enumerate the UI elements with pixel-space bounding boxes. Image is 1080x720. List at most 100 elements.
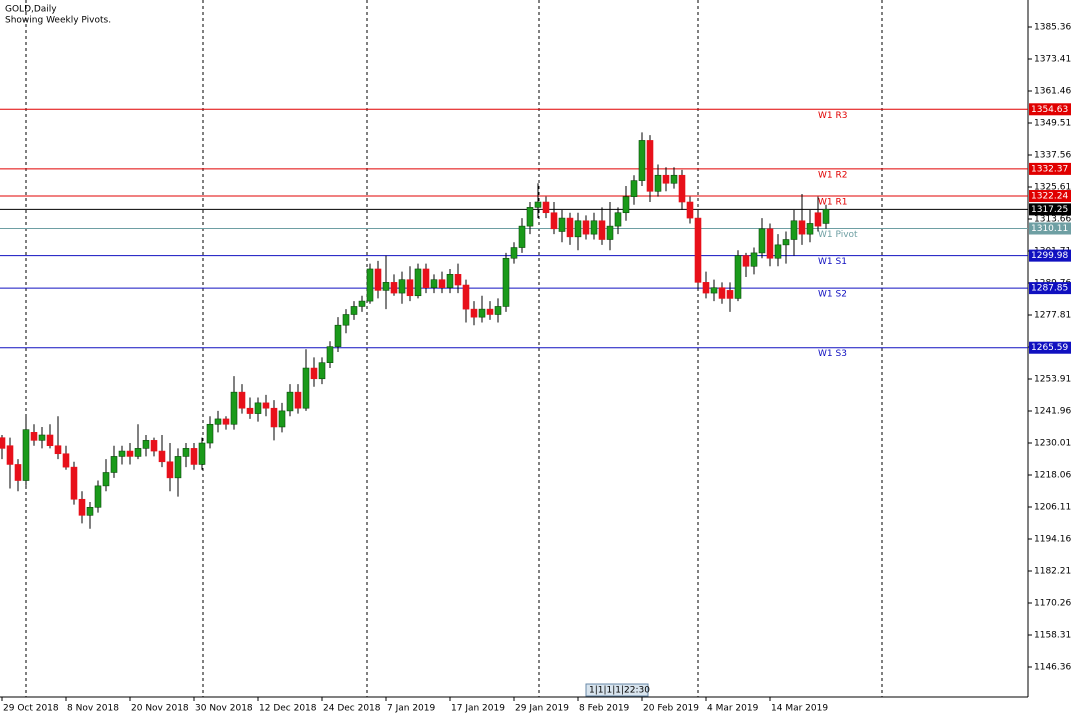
candle-body <box>30 432 38 441</box>
candle-body <box>110 456 118 473</box>
candle-body <box>654 174 662 192</box>
y-tick-label: 1241.96 <box>1034 407 1071 417</box>
candle-body <box>670 174 678 184</box>
price-label-box <box>1029 162 1071 175</box>
candle-body <box>206 423 214 444</box>
x-tick-label: 7 Jan 2019 <box>387 704 435 714</box>
y-tick-label: 1385.36 <box>1034 22 1071 32</box>
candle-body <box>94 485 102 508</box>
y-tick-label: 1218.06 <box>1034 471 1071 481</box>
candle-body <box>534 201 542 208</box>
candle-body <box>102 472 110 487</box>
candle-body <box>758 228 766 254</box>
candle-body <box>0 437 6 449</box>
candle-body <box>550 212 558 230</box>
candle-body <box>270 407 278 428</box>
candle-body <box>454 274 462 286</box>
candle-body <box>694 217 702 283</box>
pivot-label: W1 R1 <box>818 198 847 208</box>
x-tick-label: 17 Jan 2019 <box>451 704 505 714</box>
candle-body <box>222 418 230 425</box>
candle-body <box>182 448 190 457</box>
candle-body <box>318 362 326 380</box>
candle-body <box>238 391 246 409</box>
price-label: 1310.11 <box>1031 224 1068 234</box>
candle-body <box>502 257 510 307</box>
pivot-label: W1 S3 <box>818 349 847 359</box>
candle-body <box>622 196 630 214</box>
y-tick-label: 1337.56 <box>1034 150 1071 160</box>
price-label-box <box>1029 249 1071 262</box>
candle-body <box>142 440 150 449</box>
candle-body <box>446 274 454 289</box>
candle-body <box>14 464 22 481</box>
candle-body <box>510 247 518 259</box>
candle-body <box>398 279 406 294</box>
x-tick-label: 4 Mar 2019 <box>707 704 759 714</box>
candle-body <box>814 212 822 227</box>
candle-body <box>798 220 806 235</box>
pivot-label: W1 S2 <box>818 290 847 300</box>
y-tick-label: 1349.51 <box>1034 118 1071 128</box>
candle-body <box>6 445 14 465</box>
candle-body <box>38 434 46 441</box>
candle-body <box>518 225 526 248</box>
candle-body <box>54 445 62 455</box>
x-tick-label: 24 Dec 2018 <box>323 704 381 714</box>
candle-body <box>174 456 182 479</box>
candle-body <box>574 220 582 238</box>
candle-body <box>702 282 710 294</box>
candle-body <box>710 287 718 294</box>
price-label: 1265.59 <box>1031 343 1068 353</box>
candle-body <box>526 207 534 227</box>
y-tick-label: 1253.91 <box>1034 375 1071 385</box>
y-tick-label: 1170.26 <box>1034 599 1071 609</box>
candle-body <box>350 306 358 315</box>
candle-body <box>486 308 494 315</box>
candle-body <box>302 367 310 409</box>
candle-body <box>86 506 94 516</box>
candle-body <box>62 453 70 468</box>
y-tick-label: 1361.46 <box>1034 86 1071 96</box>
candle-body <box>542 201 550 214</box>
candle-body <box>262 402 270 409</box>
candle-body <box>430 279 438 289</box>
candle-body <box>734 255 742 299</box>
y-tick-label: 1230.01 <box>1034 439 1071 449</box>
candle-body <box>230 391 238 425</box>
candle-body <box>646 140 654 192</box>
candle-body <box>614 212 622 227</box>
x-tick-label: 30 Nov 2018 <box>195 704 253 714</box>
candle-body <box>190 448 198 465</box>
x-tick-label: 8 Nov 2018 <box>67 704 119 714</box>
price-label: 1332.37 <box>1031 164 1068 174</box>
candle-body <box>686 201 694 219</box>
candle-body <box>326 346 334 363</box>
candle-body <box>78 498 86 516</box>
price-label: 1322.24 <box>1031 192 1068 202</box>
price-label: 1354.63 <box>1031 105 1068 115</box>
candle-body <box>366 268 374 302</box>
pivot-label: W1 R2 <box>818 170 847 180</box>
candle-body <box>494 306 502 315</box>
pivot-label: W1 R3 <box>818 111 847 121</box>
candle-body <box>606 225 614 240</box>
y-tick-label: 1373.41 <box>1034 54 1071 64</box>
candle-body <box>742 255 750 267</box>
y-tick-label: 1194.16 <box>1034 535 1071 545</box>
candle-body <box>462 284 470 310</box>
price-label-box <box>1029 203 1071 216</box>
candle-body <box>126 450 134 457</box>
y-tick-label: 1325.61 <box>1034 182 1071 192</box>
candle-body <box>478 308 486 318</box>
candle-body <box>46 434 54 447</box>
x-tick-label: 20 Nov 2018 <box>131 704 189 714</box>
y-tick-label: 1182.21 <box>1034 567 1071 577</box>
price-label-box <box>1029 341 1071 354</box>
candle-body <box>558 217 566 232</box>
x-tick-label: 14 Mar 2019 <box>771 704 828 714</box>
price-label: 1299.98 <box>1031 251 1068 261</box>
candle-body <box>390 282 398 294</box>
candle-body <box>22 429 30 481</box>
